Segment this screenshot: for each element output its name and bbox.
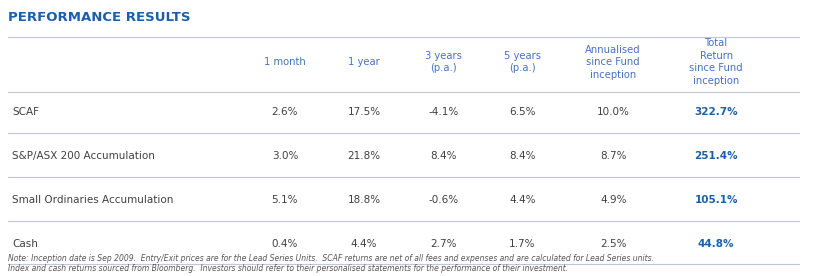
Text: 2.5%: 2.5% <box>600 239 626 249</box>
Text: Cash: Cash <box>12 239 38 249</box>
Text: 5.1%: 5.1% <box>271 195 298 205</box>
Text: 6.5%: 6.5% <box>509 107 535 117</box>
Text: 18.8%: 18.8% <box>347 195 380 205</box>
Text: 105.1%: 105.1% <box>694 195 737 205</box>
Text: PERFORMANCE RESULTS: PERFORMANCE RESULTS <box>8 11 190 24</box>
Text: 251.4%: 251.4% <box>694 151 737 161</box>
Text: 17.5%: 17.5% <box>347 107 380 117</box>
Text: 1 month: 1 month <box>264 57 305 67</box>
Text: 44.8%: 44.8% <box>697 239 734 249</box>
Text: 8.7%: 8.7% <box>600 151 626 161</box>
Text: 4.4%: 4.4% <box>509 195 535 205</box>
Text: 1 year: 1 year <box>348 57 379 67</box>
Text: 1.7%: 1.7% <box>509 239 535 249</box>
Text: 5 years
(p.a.): 5 years (p.a.) <box>503 51 540 73</box>
Text: Note: Inception date is Sep 2009.  Entry/Exit prices are for the Lead Series Uni: Note: Inception date is Sep 2009. Entry/… <box>8 254 654 273</box>
Text: -0.6%: -0.6% <box>428 195 458 205</box>
Text: -4.1%: -4.1% <box>428 107 458 117</box>
Text: 4.9%: 4.9% <box>600 195 626 205</box>
Text: SCAF: SCAF <box>12 107 39 117</box>
Text: 2.7%: 2.7% <box>429 239 456 249</box>
Text: 3.0%: 3.0% <box>271 151 298 161</box>
Text: Annualised
since Fund
inception: Annualised since Fund inception <box>585 45 640 79</box>
Text: 2.6%: 2.6% <box>271 107 298 117</box>
Text: 8.4%: 8.4% <box>509 151 535 161</box>
Text: 21.8%: 21.8% <box>347 151 380 161</box>
Text: 322.7%: 322.7% <box>694 107 737 117</box>
Text: S&P/ASX 200 Accumulation: S&P/ASX 200 Accumulation <box>12 151 155 161</box>
Text: 0.4%: 0.4% <box>271 239 298 249</box>
Text: Total
Return
since Fund
inception: Total Return since Fund inception <box>689 38 742 86</box>
Text: 10.0%: 10.0% <box>596 107 629 117</box>
Text: Small Ordinaries Accumulation: Small Ordinaries Accumulation <box>12 195 173 205</box>
Text: 4.4%: 4.4% <box>351 239 377 249</box>
Text: 3 years
(p.a.): 3 years (p.a.) <box>424 51 461 73</box>
Text: 8.4%: 8.4% <box>429 151 456 161</box>
